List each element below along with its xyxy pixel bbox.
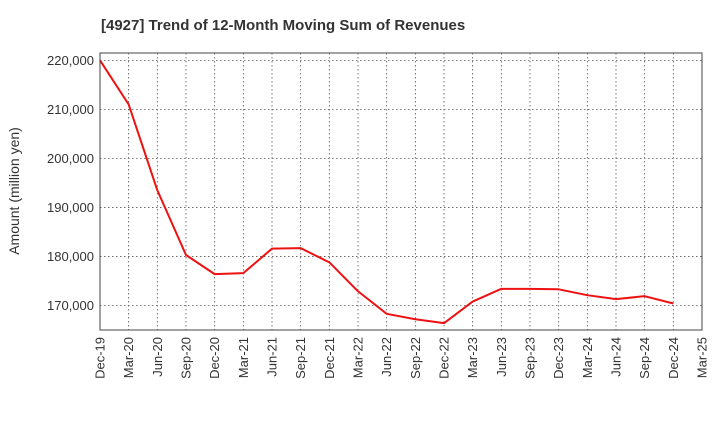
- y-tick-label: 220,000: [47, 53, 94, 68]
- y-axis-label: Amount (million yen): [6, 127, 22, 255]
- x-tick-label: Sep-21: [293, 337, 308, 379]
- series: [99, 59, 674, 325]
- x-tick-label: Dec-19: [93, 337, 108, 379]
- x-tick-label: Sep-24: [637, 337, 652, 379]
- plot-frame: [99, 52, 703, 331]
- x-tick-label: Jun-24: [609, 337, 624, 377]
- x-tick-label: Dec-22: [437, 337, 452, 379]
- x-tick-label: Sep-23: [523, 337, 538, 379]
- chart-title: [4927] Trend of 12-Month Moving Sum of R…: [101, 17, 465, 34]
- y-tick-label: 190,000: [47, 200, 94, 215]
- x-tick-label: Jun-20: [150, 337, 165, 377]
- y-tick-label: 200,000: [47, 151, 94, 166]
- x-tick-label: Jun-21: [265, 337, 280, 377]
- grid: [100, 53, 702, 330]
- x-axis-ticks: Dec-19 Mar-20 Jun-20 Sep-20 Dec-20 Mar-21 Jun-…: [93, 337, 710, 379]
- x-tick-label: Sep-20: [179, 337, 194, 379]
- y-tick-label: 170,000: [47, 298, 94, 313]
- x-tick-label: Mar-25: [695, 337, 710, 378]
- revenue-series-line: [99, 59, 674, 325]
- x-tick-label: Mar-24: [580, 337, 595, 378]
- x-tick-label: Mar-23: [465, 337, 480, 378]
- x-tick-label: Dec-24: [666, 337, 681, 379]
- x-tick-label: Dec-23: [551, 337, 566, 379]
- y-axis-ticks: 170,000 180,000 190,000 200,000 210,000 220,0…: [47, 53, 94, 313]
- x-tick-label: Mar-22: [351, 337, 366, 378]
- x-tick-label: Dec-20: [207, 337, 222, 379]
- x-tick-label: Mar-20: [121, 337, 136, 378]
- x-tick-label: Jun-23: [494, 337, 509, 377]
- y-tick-label: 210,000: [47, 102, 94, 117]
- x-tick-label: Jun-22: [379, 337, 394, 377]
- y-tick-label: 180,000: [47, 249, 94, 264]
- x-tick-label: Mar-21: [236, 337, 251, 378]
- x-tick-label: Sep-22: [408, 337, 423, 379]
- x-tick-label: Dec-21: [322, 337, 337, 379]
